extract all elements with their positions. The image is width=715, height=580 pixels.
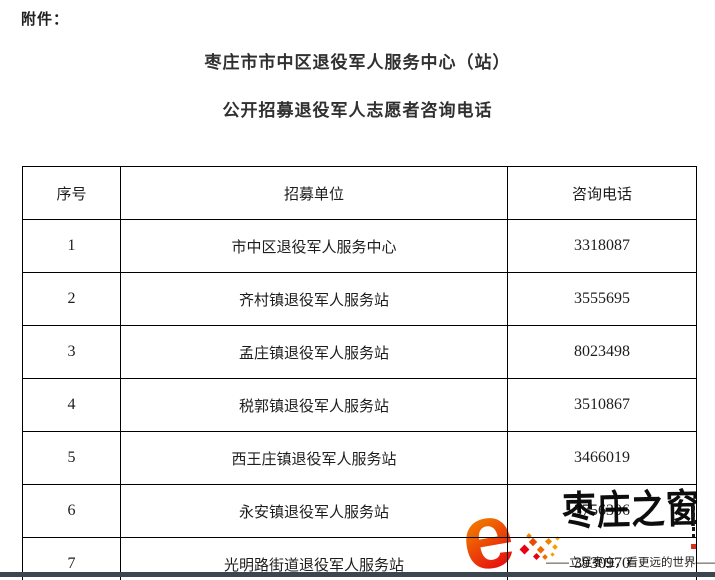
document-title-line2: 公开招募退役军人志愿者咨询电话 xyxy=(222,101,493,120)
cell-no: 1 xyxy=(22,219,121,273)
cell-phone: 3756306 xyxy=(507,484,697,538)
cell-unit: 齐村镇退役军人服务站 xyxy=(120,272,508,326)
cell-no: 6 xyxy=(22,484,121,538)
column-header-no: 序号 xyxy=(22,166,121,220)
cell-phone: 3510867 xyxy=(507,378,697,432)
table-row: 4 税郭镇退役军人服务站 3510867 xyxy=(22,378,697,432)
cell-no: 5 xyxy=(22,431,121,485)
table-row: 3 孟庄镇退役军人服务站 8023498 xyxy=(22,325,697,379)
table-header-row: 序号 招募单位 咨询电话 xyxy=(22,166,697,220)
cell-phone: 3318087 xyxy=(507,219,697,273)
cell-phone: 3466019 xyxy=(507,431,697,485)
table-row: 5 西王庄镇退役军人服务站 3466019 xyxy=(22,431,697,485)
column-header-unit: 招募单位 xyxy=(120,166,508,220)
cell-no: 3 xyxy=(22,325,121,379)
cell-unit: 西王庄镇退役军人服务站 xyxy=(120,431,508,485)
attachment-label: 附件： xyxy=(21,11,70,28)
cell-phone: 8023498 xyxy=(507,325,697,379)
page-bottom-bar xyxy=(0,572,715,577)
cell-unit: 市中区退役军人服务中心 xyxy=(120,219,508,273)
cell-unit: 永安镇退役军人服务站 xyxy=(120,484,508,538)
column-header-phone: 咨询电话 xyxy=(507,166,697,220)
table-row: 6 永安镇退役军人服务站 3756306 xyxy=(22,484,697,538)
cell-unit: 孟庄镇退役军人服务站 xyxy=(120,325,508,379)
cell-unit: 税郭镇退役军人服务站 xyxy=(120,378,508,432)
cell-no: 4 xyxy=(22,378,121,432)
document-title-line1: 枣庄市市中区退役军人服务中心（站） xyxy=(204,53,511,72)
cell-phone: 3555695 xyxy=(507,272,697,326)
cell-no: 2 xyxy=(22,272,121,326)
recruitment-phone-table: 序号 招募单位 咨询电话 1 市中区退役军人服务中心 3318087 2 齐村镇… xyxy=(22,166,697,580)
table-row: 1 市中区退役军人服务中心 3318087 xyxy=(22,219,697,273)
table-row: 2 齐村镇退役军人服务站 3555695 xyxy=(22,272,697,326)
